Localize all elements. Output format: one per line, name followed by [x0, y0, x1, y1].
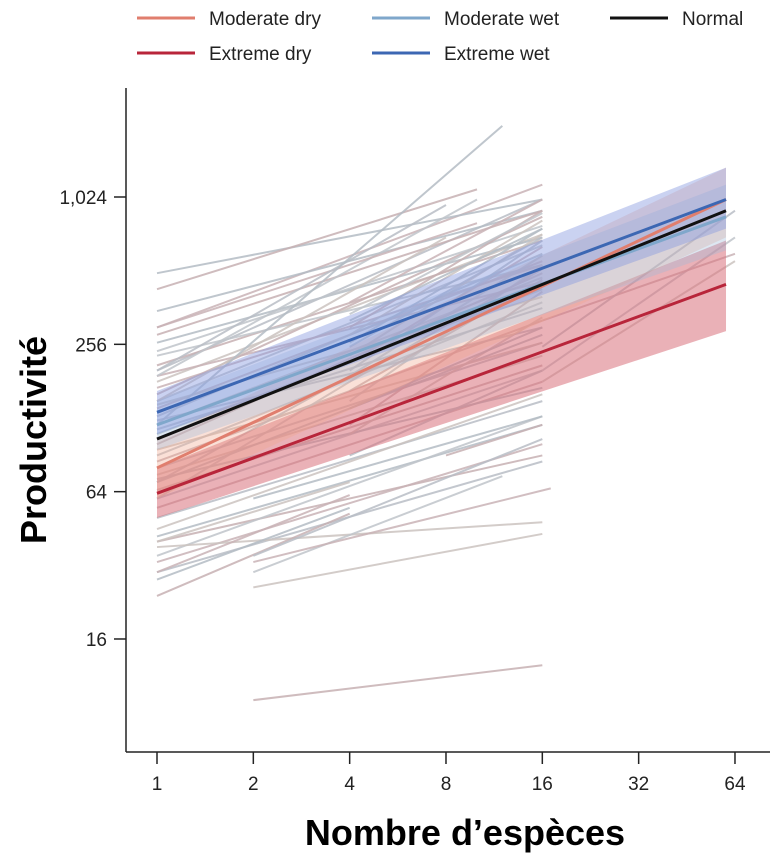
site-line	[156, 183, 543, 329]
site-line	[156, 209, 543, 336]
site-line	[156, 415, 543, 557]
x-tick-label: 1	[152, 774, 163, 795]
y-tick-label: 1,024	[59, 188, 107, 209]
series-lines	[156, 198, 727, 495]
site-line	[156, 307, 543, 431]
site-line	[156, 236, 447, 403]
site-line	[349, 227, 543, 322]
site-line	[349, 198, 543, 304]
series-line-moderate-dry	[156, 198, 727, 470]
site-line	[156, 198, 478, 377]
legend-label-moderate-dry: Moderate dry	[209, 9, 321, 30]
band-extreme-dry	[157, 240, 727, 518]
site-line	[156, 506, 351, 581]
site-line	[156, 423, 543, 538]
series-line-extreme-dry	[156, 282, 727, 495]
y-tick-label: 16	[86, 630, 107, 651]
x-tick-label: 32	[628, 774, 649, 795]
x-tick-label: 4	[344, 774, 355, 795]
x-axis-title: Nombre d’espèces	[305, 812, 625, 853]
site-line	[253, 415, 543, 500]
site-line	[156, 481, 350, 543]
series-line-normal	[156, 209, 727, 441]
site-line	[349, 219, 543, 336]
legend-label-moderate-wet: Moderate wet	[444, 9, 560, 30]
site-line	[253, 664, 543, 702]
site-line	[156, 125, 503, 426]
site-line	[156, 198, 543, 275]
site-line	[253, 487, 551, 564]
site-line	[156, 494, 351, 574]
site-line	[156, 400, 543, 519]
site-line	[349, 254, 543, 377]
site-line	[252, 438, 543, 557]
series-line-extreme-wet	[156, 198, 727, 414]
legend-label-normal: Normal	[682, 9, 743, 30]
x-tick-label: 64	[724, 774, 746, 795]
site-line	[156, 188, 478, 291]
site-line	[349, 227, 543, 344]
axes: 1 2 4 8 16 32 64 16 64 256 1,024	[59, 88, 770, 795]
site-line	[445, 423, 543, 457]
x-tick-label: 2	[248, 774, 259, 795]
site-line	[156, 272, 543, 446]
site-line	[156, 239, 543, 367]
site-line	[253, 532, 543, 589]
site-line	[156, 244, 543, 403]
site-line	[156, 454, 543, 543]
y-axis-title: Productivité	[13, 336, 54, 544]
x-tick-label: 16	[532, 774, 553, 795]
site-line	[156, 222, 478, 329]
site-line	[349, 212, 543, 316]
site-line	[156, 204, 447, 372]
x-tick-label: 8	[441, 774, 452, 795]
series-line-moderate-wet	[156, 215, 727, 427]
site-line	[156, 281, 543, 377]
y-tick-label: 64	[86, 483, 108, 504]
site-line	[252, 475, 503, 574]
site-line	[156, 393, 543, 531]
site-line	[156, 236, 543, 344]
legend: Moderate dry Moderate wet Normal Extreme dr…	[137, 9, 743, 65]
band-extreme-wet	[157, 167, 727, 435]
y-tick-label: 256	[75, 335, 107, 356]
legend-label-extreme-dry: Extreme dry	[209, 44, 312, 65]
legend-label-extreme-wet: Extreme wet	[444, 44, 550, 65]
